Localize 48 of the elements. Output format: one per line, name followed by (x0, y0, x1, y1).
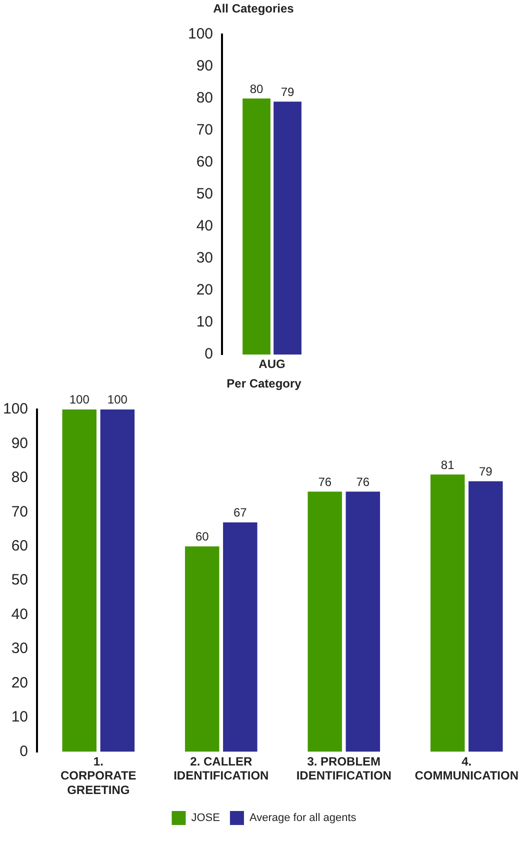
y-tick-label: 50 (11, 572, 28, 589)
data-label: 67 (233, 506, 248, 520)
bar (308, 492, 342, 752)
data-label: 79 (280, 84, 295, 99)
bar (346, 492, 380, 752)
y-tick-label: 10 (11, 708, 28, 726)
bar (468, 481, 503, 752)
bar (184, 546, 220, 752)
data-label: 80 (250, 82, 264, 96)
x-tick-label: 3. PROBLEM IDENTIFICATION (296, 754, 392, 783)
data-label: 76 (356, 474, 370, 489)
data-label: 100 (107, 392, 128, 407)
bar (100, 409, 135, 752)
bar (430, 474, 465, 752)
bar (62, 409, 96, 752)
bar (223, 522, 258, 752)
data-label: 76 (318, 474, 332, 489)
y-tick-label: 60 (11, 538, 28, 554)
y-tick-label: 50 (196, 186, 214, 203)
y-tick-label: 40 (196, 218, 214, 235)
legend-label: Average for all agents (249, 812, 357, 824)
x-tick-label: 2. CALLER IDENTIFICATION (174, 754, 269, 783)
x-tick-label: 1. CORPORATE GREETING (60, 754, 136, 798)
y-tick-label: 100 (2, 400, 28, 418)
y-tick-label: 20 (196, 282, 214, 299)
y-tick-label: 60 (196, 154, 214, 171)
y-tick-label: 40 (11, 606, 28, 623)
y-tick-label: 30 (196, 250, 214, 267)
y-tick-label: 90 (11, 434, 28, 452)
data-label: 100 (69, 392, 90, 407)
chart-title: All Categories (213, 2, 294, 16)
y-tick-label: 30 (11, 640, 28, 658)
x-tick-label: AUG (258, 357, 286, 372)
y-tick-label: 80 (196, 90, 214, 107)
chart-title: Per Category (226, 376, 302, 391)
y-tick-label: 20 (11, 674, 28, 692)
legend-label: JOSE (191, 812, 220, 824)
x-tick-label: 4. COMMUNICATION (414, 754, 519, 783)
y-tick-label: 70 (11, 503, 28, 520)
y-tick-label: 70 (196, 122, 214, 139)
y-tick-label: 0 (20, 742, 28, 760)
y-tick-label: 80 (11, 469, 28, 486)
y-tick-label: 10 (196, 314, 214, 331)
y-tick-label: 0 (204, 346, 214, 363)
data-label: 79 (478, 464, 493, 479)
data-label: 81 (440, 458, 455, 472)
y-tick-label: 100 (188, 26, 214, 43)
y-tick-label: 90 (196, 58, 214, 75)
